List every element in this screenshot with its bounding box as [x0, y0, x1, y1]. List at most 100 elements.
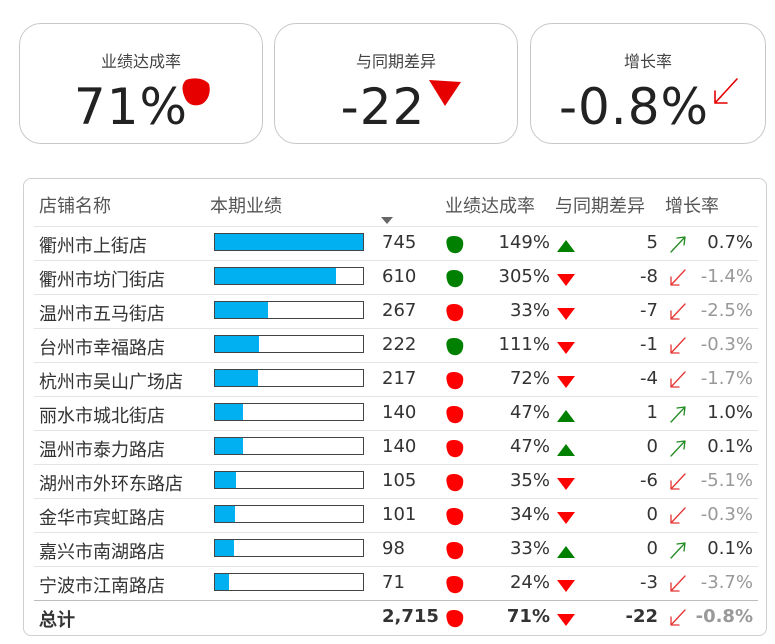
table-row[interactable]: 嘉兴市南湖路店 98 33% 0 0.1%	[34, 532, 758, 566]
yoy-diff-value: 1	[646, 402, 658, 423]
table-row[interactable]: 温州市五马街店 267 33% -7 -2.5%	[34, 294, 758, 328]
red-status-icon	[446, 303, 464, 322]
achievement-rate-value: 71%	[506, 606, 550, 627]
growth-rate-value: -2.5%	[700, 300, 753, 321]
store-name: 温州市五马街店	[39, 304, 165, 325]
growth-rate-value: -1.4%	[700, 266, 753, 287]
total-row[interactable]: 总计 2,715 71% -22 -0.8%	[34, 600, 758, 634]
red-status-icon	[446, 541, 464, 560]
yoy-diff-value: 0	[646, 436, 658, 457]
table-row[interactable]: 衢州市坊门街店 610 305% -8 -1.4%	[34, 260, 758, 294]
growth-rate-value: -5.1%	[700, 470, 753, 491]
kpi-card-diff: 与同期差异 -22	[274, 23, 518, 144]
red-blob-icon	[182, 78, 210, 106]
performance-bar-fill	[215, 506, 236, 522]
growth-rate-value: 0.7%	[707, 232, 753, 253]
sort-desc-icon[interactable]	[381, 217, 393, 224]
achievement-rate-value: 47%	[509, 402, 550, 423]
yoy-diff-value: -22	[625, 606, 658, 627]
table-row[interactable]: 金华市宾虹路店 101 34% 0 -0.3%	[34, 498, 758, 532]
table-row[interactable]: 湖州市外环东路店 105 35% -6 -5.1%	[34, 464, 758, 498]
achievement-rate-value: 149%	[498, 232, 550, 253]
red-down-arrow-icon	[714, 78, 738, 104]
yoy-diff-value: -8	[640, 266, 658, 287]
performance-bar	[214, 369, 364, 387]
performance-bar	[214, 505, 364, 523]
store-name: 宁波市江南路店	[39, 576, 165, 597]
performance-bar-fill	[215, 540, 235, 556]
down-triangle-icon	[556, 373, 576, 388]
green-status-icon	[446, 337, 464, 356]
red-status-icon	[446, 507, 464, 526]
performance-bar	[214, 403, 364, 421]
performance-bar	[214, 471, 364, 489]
performance-bar	[214, 267, 364, 285]
current-performance-value: 610	[382, 266, 417, 287]
table-row[interactable]: 台州市幸福路店 222 111% -1 -0.3%	[34, 328, 758, 362]
down-arrow-icon	[668, 336, 688, 356]
current-performance-value: 140	[382, 402, 417, 423]
performance-bar-fill	[215, 438, 243, 454]
table-row[interactable]: 杭州市吴山广场店 217 72% -4 -1.7%	[34, 362, 758, 396]
achievement-rate-value: 24%	[509, 572, 550, 593]
store-name: 台州市幸福路店	[39, 338, 165, 359]
down-arrow-icon	[668, 472, 688, 492]
green-status-icon	[446, 235, 464, 254]
table-row[interactable]: 温州市泰力路店 140 47% 0 0.1%	[34, 430, 758, 464]
current-performance-value: 98	[382, 538, 405, 559]
kpi-value: 71%	[73, 78, 189, 136]
achievement-rate-value: 72%	[509, 368, 550, 389]
yoy-diff-value: 5	[646, 232, 658, 253]
performance-bar-fill	[215, 234, 363, 250]
performance-bar	[214, 437, 364, 455]
up-triangle-icon	[556, 407, 576, 422]
current-performance-value: 71	[382, 572, 405, 593]
up-arrow-icon	[668, 540, 688, 560]
red-down-triangle-icon	[429, 80, 461, 106]
current-performance-value: 2,715	[382, 606, 439, 627]
table-row[interactable]: 丽水市城北街店 140 47% 1 1.0%	[34, 396, 758, 430]
store-name: 总计	[39, 610, 75, 631]
header-achievement-rate[interactable]: 业绩达成率	[445, 196, 535, 217]
down-triangle-icon	[556, 271, 576, 286]
achievement-rate-value: 35%	[509, 470, 550, 491]
header-yoy-diff[interactable]: 与同期差异	[555, 196, 645, 217]
down-triangle-icon	[556, 509, 576, 524]
table-row[interactable]: 宁波市江南路店 71 24% -3 -3.7%	[34, 566, 758, 600]
performance-bar-fill	[215, 370, 259, 386]
header-store-name[interactable]: 店铺名称	[39, 196, 111, 217]
store-name: 湖州市外环东路店	[39, 474, 183, 495]
performance-bar-fill	[215, 302, 269, 318]
store-name: 嘉兴市南湖路店	[39, 542, 165, 563]
current-performance-value: 222	[382, 334, 417, 355]
down-arrow-icon	[668, 370, 688, 390]
growth-rate-value: -0.8%	[695, 606, 753, 627]
performance-bar	[214, 335, 364, 353]
up-triangle-icon	[556, 543, 576, 558]
down-arrow-icon	[668, 268, 688, 288]
yoy-diff-value: -7	[640, 300, 658, 321]
growth-rate-value: -1.7%	[700, 368, 753, 389]
performance-bar	[214, 539, 364, 557]
up-arrow-icon	[668, 404, 688, 424]
header-growth-rate[interactable]: 增长率	[665, 196, 719, 217]
store-name: 金华市宾虹路店	[39, 508, 165, 529]
yoy-diff-value: -3	[640, 572, 658, 593]
current-performance-value: 105	[382, 470, 417, 491]
growth-rate-value: -3.7%	[700, 572, 753, 593]
down-triangle-icon	[556, 305, 576, 320]
down-triangle-icon	[556, 611, 576, 626]
down-triangle-icon	[556, 577, 576, 592]
yoy-diff-value: -6	[640, 470, 658, 491]
header-current-performance[interactable]: 本期业绩	[210, 196, 282, 217]
performance-bar-fill	[215, 574, 230, 590]
kpi-title: 增长率	[623, 52, 672, 71]
down-triangle-icon	[556, 339, 576, 354]
store-name: 丽水市城北街店	[39, 406, 165, 427]
achievement-rate-value: 33%	[509, 300, 550, 321]
achievement-rate-value: 33%	[509, 538, 550, 559]
performance-bar	[214, 301, 364, 319]
table-row[interactable]: 衢州市上街店 745 149% 5 0.7%	[34, 226, 758, 260]
performance-bar-fill	[215, 336, 260, 352]
achievement-rate-value: 305%	[498, 266, 550, 287]
